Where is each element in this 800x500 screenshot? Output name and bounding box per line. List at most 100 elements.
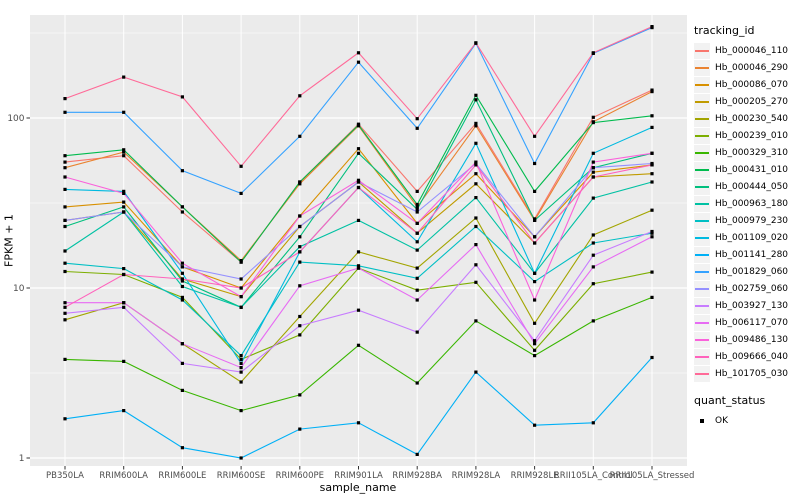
data-point [533,348,537,352]
data-point [63,224,67,229]
data-point [415,330,419,334]
data-point [122,272,126,277]
legend-color-line [695,185,709,188]
data-point [650,231,654,235]
data-point [650,125,654,129]
data-point [415,381,419,385]
data-point [591,265,595,269]
legend-key-line-icon [694,365,710,382]
data-point [650,229,654,234]
data-point [474,98,478,102]
legend-key-line-icon [694,246,710,263]
data-point [239,295,243,299]
y-axis-title: FPKM + 1 [2,214,16,267]
data-point [356,51,361,55]
legend-entry-label: Hb_000230_540 [715,113,789,124]
legend-color-line [695,270,709,273]
data-point [356,308,361,312]
data-point [63,318,67,322]
data-point [415,207,419,211]
data-point [474,224,478,229]
legend-key-line-icon [694,127,710,144]
data-point [122,301,126,305]
data-point [180,210,184,214]
data-point [298,250,302,254]
data-point [63,205,67,209]
legend-entry: Hb_000046_290 [694,59,798,76]
data-point [239,361,243,365]
data-point [474,163,478,167]
legend-entry: Hb_001141_280 [694,246,798,263]
legend-entry: Hb_001109_020 [694,229,798,246]
data-point [122,305,126,309]
data-point [591,121,595,125]
data-point [180,279,184,283]
data-point [356,180,361,184]
quant-legend-label: OK [715,415,728,426]
x-tick-label: RRIM928LA [452,471,501,481]
data-point [298,284,302,288]
data-point [356,178,361,182]
data-point [122,148,126,152]
data-point [474,93,478,97]
data-point [180,295,184,299]
data-point [239,191,243,195]
data-point [122,409,126,413]
data-point [650,270,654,274]
data-point [356,218,361,222]
legend-color-line [695,372,709,375]
data-point [650,235,654,239]
data-point [415,288,419,292]
data-point [239,260,243,264]
legend-entry: Hb_002759_060 [694,280,798,297]
data-point [650,151,654,155]
data-point [650,90,654,94]
data-point [650,295,654,299]
legend-entry: Hb_101705_030 [694,365,798,382]
x-tick-label: RRIM600LA [99,471,148,481]
data-point [180,342,184,346]
data-point [298,393,302,397]
data-point [474,124,478,128]
legend-entry-label: Hb_001109_020 [715,232,789,243]
legend-key-line-icon [694,280,710,297]
data-point [356,123,361,127]
x-tick-label: RRIM600PE [276,471,324,481]
data-point [533,218,537,222]
data-point [415,117,419,121]
data-point [239,357,243,361]
legend-entry-label: Hb_000963_180 [715,198,789,209]
legend-entry-label: Hb_000329_310 [715,147,789,158]
x-tick-label: RRIM600LE [158,471,206,481]
legend-color-line [695,168,709,171]
data-point [650,208,654,212]
legend-entry: Hb_001829_060 [694,263,798,280]
legend-key-line-icon [694,59,710,76]
data-point [533,271,537,275]
legend-key-line-icon [694,110,710,127]
data-point [415,221,419,225]
legend-key-line-icon [694,161,710,178]
x-tick-label: RRII105LA_Stressed [610,471,695,481]
data-point [415,202,419,207]
legend-entry-label: Hb_000205_270 [715,96,789,107]
data-point [122,75,126,79]
legend-entry: Hb_000205_270 [694,93,798,110]
legend-entry: Hb_006117_070 [694,314,798,331]
data-point [298,333,302,337]
data-point [180,261,184,265]
legend-key-line-icon [694,314,710,331]
data-point [591,51,595,55]
data-point [591,151,595,155]
black-square-marker-icon [700,418,704,423]
data-point [63,269,67,274]
data-point [180,298,184,302]
data-point [533,354,537,358]
data-point [591,175,595,179]
data-point [356,421,361,425]
data-point [650,355,654,360]
data-point [239,354,243,358]
data-point [122,210,126,214]
data-point [533,423,537,427]
